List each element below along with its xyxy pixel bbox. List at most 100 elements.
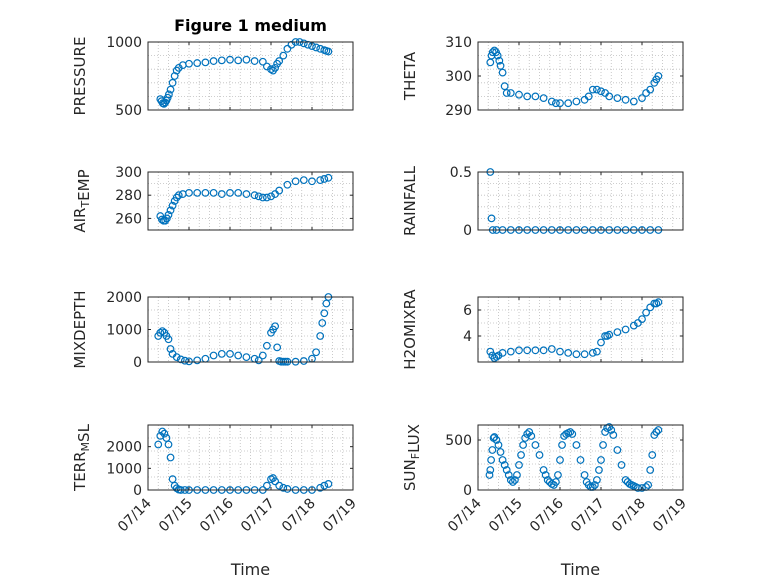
data-point	[275, 186, 284, 195]
y-tick-label: 2000	[106, 440, 142, 456]
data-point	[267, 192, 275, 201]
data-point	[250, 191, 259, 200]
data-point	[554, 471, 562, 479]
data-point	[494, 351, 503, 360]
data-point	[588, 349, 597, 357]
data-point	[513, 471, 521, 479]
data-point	[558, 441, 566, 449]
data-point	[209, 351, 218, 360]
data-point	[209, 188, 218, 197]
data-point	[547, 97, 556, 106]
data-point	[234, 188, 243, 197]
data-point	[201, 188, 210, 197]
data-point	[523, 92, 532, 101]
data-point	[515, 461, 523, 469]
subplot-air-temp: 260 280 300 AIRTEMP	[71, 165, 354, 233]
data-point	[254, 192, 263, 201]
data-point	[283, 485, 292, 493]
data-point	[263, 193, 271, 202]
data-point	[609, 431, 618, 439]
data-point	[492, 436, 501, 444]
data-point	[172, 193, 181, 202]
data-point	[552, 99, 560, 108]
data-point	[166, 453, 175, 462]
data-point	[621, 476, 630, 484]
data-point	[652, 428, 661, 436]
data-point	[556, 99, 564, 108]
data-point	[500, 461, 509, 469]
y-tick-label: 1000	[106, 35, 142, 51]
grid	[148, 425, 353, 490]
data-point	[496, 61, 505, 70]
data-point	[617, 461, 626, 469]
data-point	[629, 321, 638, 330]
data-point	[164, 211, 173, 219]
y-tick-label: 0	[133, 483, 142, 499]
data-point	[486, 347, 495, 356]
subplot-mixdepth: 0 1000 2000 MIXDEPTH	[71, 290, 354, 371]
y-tick-label: 300	[115, 165, 142, 181]
data-point	[508, 478, 517, 486]
data-point	[488, 446, 497, 454]
data-point	[487, 456, 496, 464]
data-point	[506, 476, 515, 484]
data-point	[320, 481, 329, 490]
data-point	[217, 190, 226, 198]
data-point	[234, 351, 243, 360]
axes-box	[147, 424, 354, 491]
data-point	[568, 430, 577, 438]
data-point	[599, 441, 607, 449]
data-point	[226, 349, 234, 358]
data-point	[523, 430, 532, 438]
y-tick-label: 2000	[106, 290, 142, 306]
data-point	[535, 451, 544, 459]
data-point	[308, 177, 316, 186]
data-point	[580, 471, 589, 479]
data-point	[629, 97, 638, 106]
data-point	[299, 39, 308, 48]
data-point	[291, 177, 300, 186]
y-axis-label: AIRTEMP	[71, 169, 93, 232]
subplot-theta: 290 300 310 THETA	[401, 35, 684, 119]
data-point	[312, 348, 321, 357]
y-tick-label: 260	[115, 211, 142, 227]
data-point	[193, 59, 202, 67]
y-tick-label: 0.5	[450, 165, 472, 181]
data-point	[595, 466, 603, 474]
y-tick-label: 280	[115, 188, 142, 204]
data-point	[588, 85, 597, 94]
data-point	[258, 351, 267, 360]
data-point	[502, 89, 511, 97]
data-point	[324, 173, 333, 182]
data-point	[217, 349, 226, 358]
data-point	[572, 350, 581, 359]
data-point	[621, 325, 630, 334]
data-point	[279, 51, 288, 60]
data-point	[324, 480, 333, 488]
data-point	[156, 328, 165, 337]
data-point	[515, 90, 523, 99]
y-axis-label: SUNFLUX	[401, 424, 423, 491]
data-point	[566, 428, 575, 436]
subplot-h2omixra: 4 6 H2OMIXRA	[401, 289, 684, 370]
data-point	[493, 51, 502, 60]
data-point	[320, 175, 329, 183]
data-point	[163, 93, 172, 102]
y-tick-label: 1000	[106, 461, 142, 477]
data-point	[593, 347, 601, 356]
data-point	[279, 483, 288, 492]
data-point	[498, 68, 507, 77]
y-tick-label: 500	[445, 433, 472, 449]
data-point	[621, 95, 630, 104]
axes-box	[147, 171, 354, 231]
data-point	[531, 92, 540, 101]
data-point	[193, 356, 202, 365]
data-point	[531, 346, 540, 355]
y-tick-label: 290	[445, 103, 472, 119]
data-point	[318, 319, 327, 327]
data-point	[299, 176, 308, 185]
y-tick-label: 310	[445, 35, 472, 51]
data-point	[511, 476, 519, 484]
data-point	[646, 85, 655, 94]
data-point	[642, 308, 650, 317]
